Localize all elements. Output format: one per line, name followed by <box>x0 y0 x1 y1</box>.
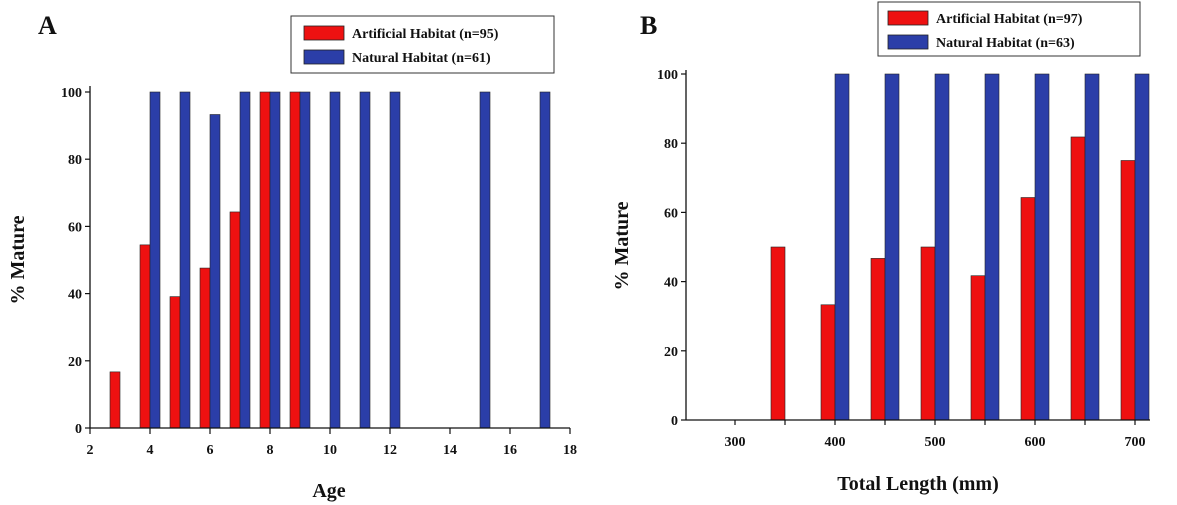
x-tick-label: 500 <box>925 435 946 450</box>
x-tick-label: 8 <box>267 443 274 458</box>
bar <box>299 91 311 429</box>
bar <box>239 91 251 429</box>
y-tick-label: 80 <box>664 137 678 152</box>
bar <box>1070 136 1086 421</box>
bar <box>199 267 211 429</box>
bar <box>269 91 281 429</box>
y-tick-label: 20 <box>664 345 678 360</box>
x-tick-label: 2 <box>87 443 94 458</box>
y-axis-label-b: % Mature <box>611 201 633 290</box>
bar <box>229 211 241 429</box>
x-axis-label-a: Age <box>312 480 345 502</box>
x-tick-label: 16 <box>503 443 517 458</box>
y-tick-label: 60 <box>664 206 678 221</box>
y-tick-label: 80 <box>68 153 82 168</box>
bar <box>934 73 950 421</box>
legend-label-natural-b: Natural Habitat (n=63) <box>936 36 1075 51</box>
bar <box>820 304 836 421</box>
y-tick-label: 60 <box>68 220 82 235</box>
bar <box>169 296 181 429</box>
bar <box>329 91 341 429</box>
legend-swatch-natural-a <box>303 49 345 65</box>
x-tick-label: 600 <box>1025 435 1046 450</box>
bar <box>539 91 551 429</box>
x-tick-label: 18 <box>563 443 577 458</box>
bar <box>209 114 221 429</box>
legend-swatch-artificial-b <box>887 10 929 26</box>
legend-b: Artificial Habitat (n=97) Natural Habita… <box>877 1 1141 57</box>
bar <box>920 246 936 421</box>
chart-panel-b: B % Mature Total Length (mm) Artificial … <box>611 1 1150 495</box>
legend-swatch-natural-b <box>887 34 929 50</box>
x-tick-label: 700 <box>1125 435 1146 450</box>
bar <box>870 258 886 421</box>
y-tick-label: 20 <box>68 355 82 370</box>
bar <box>1020 197 1036 421</box>
bar <box>179 91 191 429</box>
x-tick-label: 14 <box>443 443 457 458</box>
bar <box>1134 73 1150 421</box>
x-axis-label-b: Total Length (mm) <box>837 473 998 495</box>
bar <box>259 91 271 429</box>
panel-letter-a: A <box>38 11 57 40</box>
x-tick-label: 400 <box>825 435 846 450</box>
x-tick-label: 12 <box>383 443 397 458</box>
bar <box>1034 73 1050 421</box>
legend-label-artificial-b: Artificial Habitat (n=97) <box>936 12 1083 27</box>
x-tick-label: 4 <box>147 443 154 458</box>
legend-label-natural-a: Natural Habitat (n=61) <box>352 51 491 66</box>
bar <box>149 91 161 429</box>
x-tick-label: 6 <box>207 443 214 458</box>
y-tick-label: 0 <box>75 422 82 437</box>
bar <box>139 244 151 429</box>
bar <box>359 91 371 429</box>
legend-swatch-artificial-a <box>303 25 345 41</box>
chart-panel-a: A % Mature Age Artificial Habitat (n=95)… <box>7 11 577 502</box>
y-tick-label: 0 <box>671 414 678 429</box>
x-tick-label: 10 <box>323 443 337 458</box>
bar <box>1084 73 1100 421</box>
y-tick-label: 100 <box>61 86 82 101</box>
legend-a: Artificial Habitat (n=95) Natural Habita… <box>290 15 555 74</box>
bar <box>389 91 401 429</box>
legend-label-artificial-a: Artificial Habitat (n=95) <box>352 27 499 42</box>
bar <box>289 91 301 429</box>
bar <box>984 73 1000 421</box>
bars-b <box>770 73 1150 421</box>
y-axis-label-a: % Mature <box>7 215 29 304</box>
bar <box>770 246 786 421</box>
y-tick-label: 40 <box>664 276 678 291</box>
y-tick-label: 100 <box>657 68 678 83</box>
panel-letter-b: B <box>640 11 657 40</box>
bar <box>109 371 121 429</box>
x-tick-label: 300 <box>725 435 746 450</box>
bar <box>884 73 900 421</box>
bar <box>834 73 850 421</box>
y-tick-label: 40 <box>68 288 82 303</box>
bar <box>1120 160 1136 421</box>
bar <box>970 275 986 421</box>
bar <box>479 91 491 429</box>
bars-a <box>109 91 551 429</box>
